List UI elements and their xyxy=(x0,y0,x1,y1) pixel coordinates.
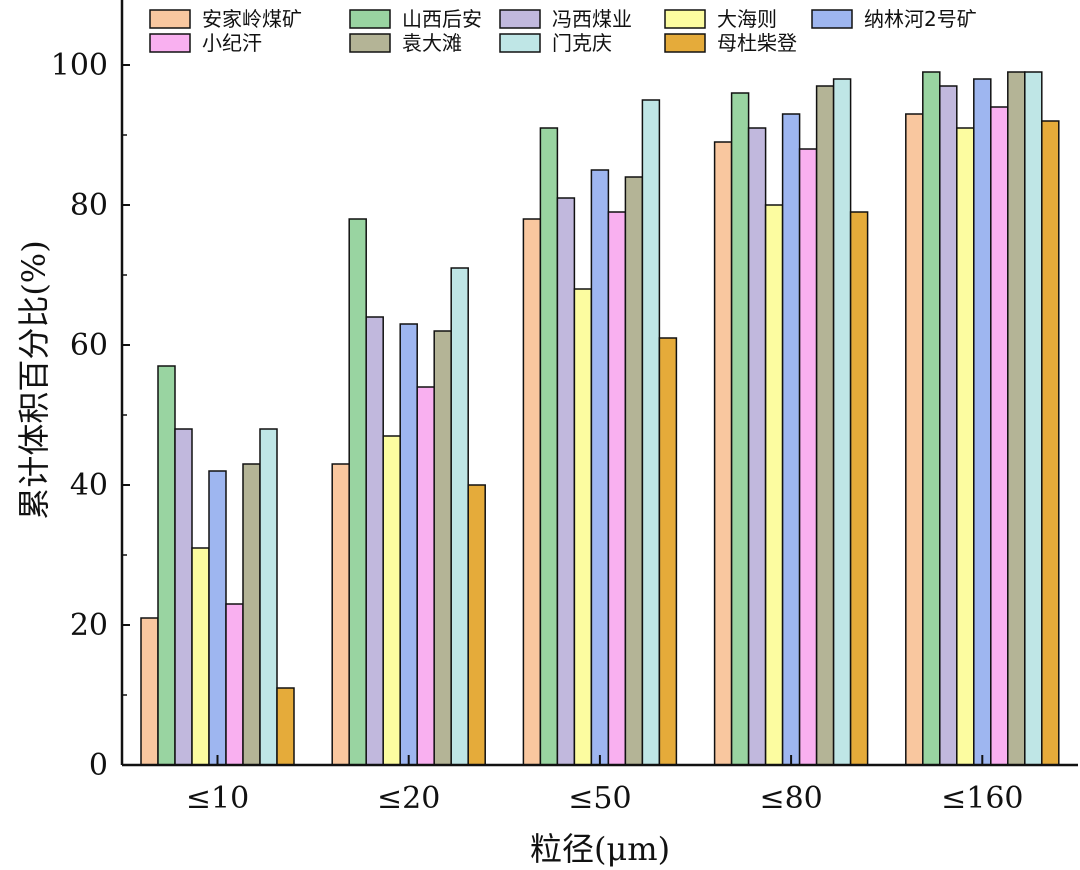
bar-4-2 xyxy=(382,435,401,766)
bar-7-3 xyxy=(624,176,644,766)
bar-6-5 xyxy=(990,106,1009,766)
x-tick-label: ≤20 xyxy=(377,781,440,816)
bar-6-1 xyxy=(225,603,244,766)
bar-5-1 xyxy=(208,470,227,766)
legend-swatch xyxy=(664,9,706,29)
legend-swatch xyxy=(499,33,541,53)
bar-2-3 xyxy=(539,127,559,766)
bar-9-2 xyxy=(467,484,486,766)
legend-label: 冯西煤业 xyxy=(552,7,632,31)
bar-6-2 xyxy=(416,386,435,766)
y-tick-label: 60 xyxy=(70,328,108,363)
bar-7-5 xyxy=(1007,71,1026,766)
legend-swatch xyxy=(149,33,191,53)
legend-swatch xyxy=(664,33,706,53)
bar-1-5 xyxy=(905,113,924,766)
x-axis-title: 粒径(μm) xyxy=(530,830,670,868)
legend-label: 小纪汗 xyxy=(202,31,262,55)
legend-label: 纳林河2号矿 xyxy=(864,7,977,31)
y-tick-label: 80 xyxy=(70,188,108,223)
bar-4-4 xyxy=(764,204,784,766)
y-tick-label: 100 xyxy=(51,48,108,83)
bar-8-3 xyxy=(641,99,661,766)
legend-swatch xyxy=(349,33,391,53)
legend-label: 母杜柴登 xyxy=(717,31,797,55)
bar-9-1 xyxy=(276,687,295,766)
y-tick-label: 0 xyxy=(89,748,108,783)
y-tick-label: 20 xyxy=(70,608,108,643)
legend-swatch xyxy=(811,9,853,29)
bar-5-4 xyxy=(781,113,801,766)
legend-label: 安家岭煤矿 xyxy=(202,7,302,31)
x-tick-label: ≤10 xyxy=(186,781,249,816)
bar-1-4 xyxy=(713,141,733,766)
legend-label: 山西后安 xyxy=(402,7,482,31)
x-tick-label: ≤160 xyxy=(941,781,1023,816)
bar-1-3 xyxy=(522,218,542,766)
bar-2-4 xyxy=(730,92,750,766)
bar-9-5 xyxy=(1041,120,1060,766)
legend-label: 袁大滩 xyxy=(402,31,462,55)
bar-8-1 xyxy=(259,428,278,766)
bar-9-4 xyxy=(849,211,869,766)
bars-layer xyxy=(140,71,1060,766)
bar-4-1 xyxy=(191,547,210,766)
y-tick-label: 40 xyxy=(70,468,108,503)
bar-8-2 xyxy=(450,267,469,766)
bar-3-1 xyxy=(174,428,193,766)
x-tick-label: ≤50 xyxy=(568,781,631,816)
legend-swatch xyxy=(349,9,391,29)
bar-9-3 xyxy=(658,337,678,766)
bar-3-3 xyxy=(556,197,576,766)
bar-1-2 xyxy=(331,463,350,766)
x-tick-label: ≤80 xyxy=(759,781,822,816)
bar-5-2 xyxy=(399,323,418,766)
y-ticks: 0 20 40 60 80 100 xyxy=(51,48,130,783)
bar-1-1 xyxy=(140,617,159,766)
bar-4-5 xyxy=(956,127,975,766)
bar-3-5 xyxy=(939,85,958,766)
bar-7-2 xyxy=(433,330,452,766)
bar-5-5 xyxy=(973,78,992,766)
x-ticks: ≤10 ≤20 ≤50 ≤80 ≤160 xyxy=(186,755,1024,816)
bar-6-3 xyxy=(607,211,627,766)
legend-label: 大海则 xyxy=(717,7,777,31)
bar-7-4 xyxy=(815,85,835,766)
bar-4-3 xyxy=(573,288,593,766)
bar-2-1 xyxy=(157,365,176,766)
bar-2-5 xyxy=(922,71,941,766)
bar-2-2 xyxy=(348,218,367,766)
legend-swatch xyxy=(499,9,541,29)
bar-5-3 xyxy=(590,169,610,766)
legend-swatch xyxy=(149,9,191,29)
bar-8-5 xyxy=(1024,71,1043,766)
legend-label: 门克庆 xyxy=(552,31,612,55)
bar-7-1 xyxy=(242,463,261,766)
bar-3-4 xyxy=(747,127,767,766)
y-axis-title: 累计体积百分比(%) xyxy=(15,240,53,519)
bar-6-4 xyxy=(798,148,818,766)
bar-8-4 xyxy=(832,78,852,766)
bar-3-2 xyxy=(365,316,384,766)
